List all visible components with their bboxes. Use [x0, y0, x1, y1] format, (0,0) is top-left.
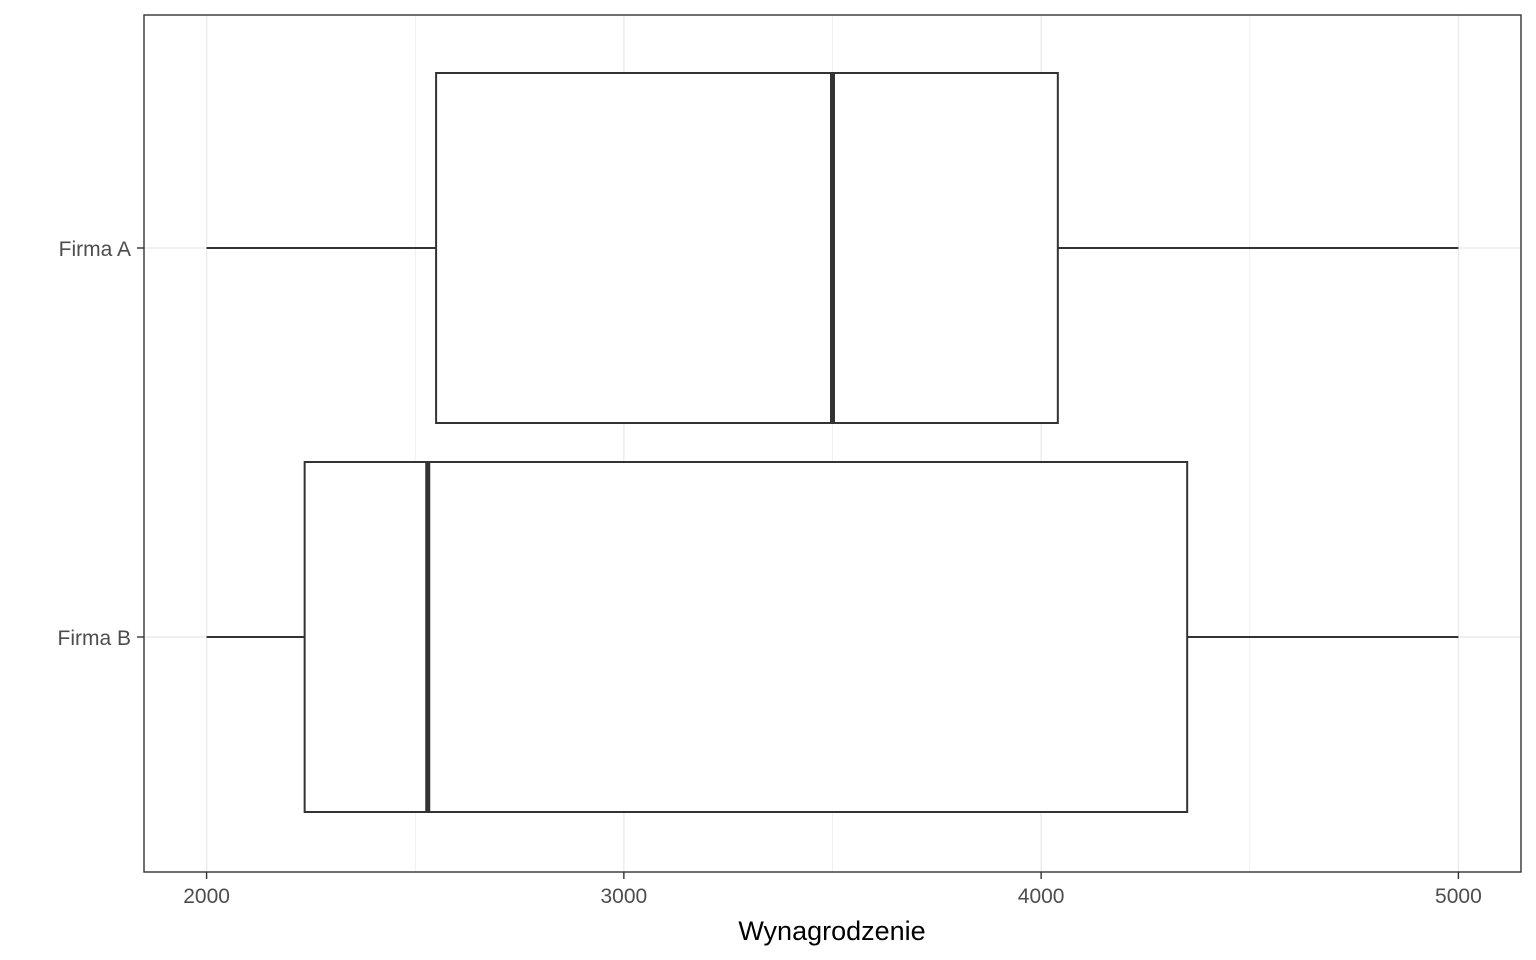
x-tick-label: 4000	[1018, 885, 1065, 908]
x-axis: 2000 3000 4000 5000	[183, 872, 1482, 908]
x-tick-label: 3000	[601, 885, 648, 908]
panel-border	[143, 14, 1522, 873]
y-tick-label: Firma A	[59, 238, 131, 261]
box-firma-a	[206, 72, 1459, 424]
x-axis-title: Wynagrodzenie	[738, 916, 925, 946]
boxplot-series	[206, 72, 1459, 813]
box-firma-b	[206, 461, 1459, 813]
box-iqr	[435, 72, 1059, 424]
x-tick-label: 2000	[183, 885, 230, 908]
x-tick-label: 5000	[1435, 885, 1482, 908]
y-tick-label: Firma B	[58, 627, 132, 650]
box-iqr	[303, 461, 1189, 813]
y-axis: Firma A Firma B	[58, 238, 144, 650]
